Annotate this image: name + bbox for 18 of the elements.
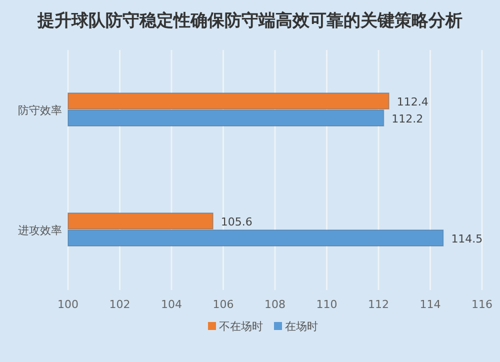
x-tick-label: 114: [420, 298, 441, 311]
data-label: 105.6: [220, 216, 252, 228]
y-tick-label: 防守效率: [18, 104, 62, 117]
legend-label: 不在场时: [219, 320, 263, 333]
x-tick-label: 106: [212, 298, 234, 311]
x-tick-label: 100: [58, 298, 78, 311]
x-tick-label: 104: [161, 298, 182, 311]
y-tick-label: 进攻效率: [18, 224, 62, 237]
data-label: 112.4: [396, 96, 428, 108]
x-tick-label: 110: [316, 298, 338, 311]
data-label: 114.5: [451, 232, 483, 246]
data-label: 112.2: [392, 112, 424, 126]
x-tick-label: 102: [109, 298, 130, 311]
chart-title: 提升球队防守稳定性确保防守端高效可靠的关键策略分析: [36, 11, 462, 31]
x-tick-label: 116: [472, 298, 492, 311]
x-tick-label: 108: [264, 298, 286, 311]
legend-label: 在场时: [285, 320, 318, 333]
x-tick-label: 112: [368, 298, 389, 311]
